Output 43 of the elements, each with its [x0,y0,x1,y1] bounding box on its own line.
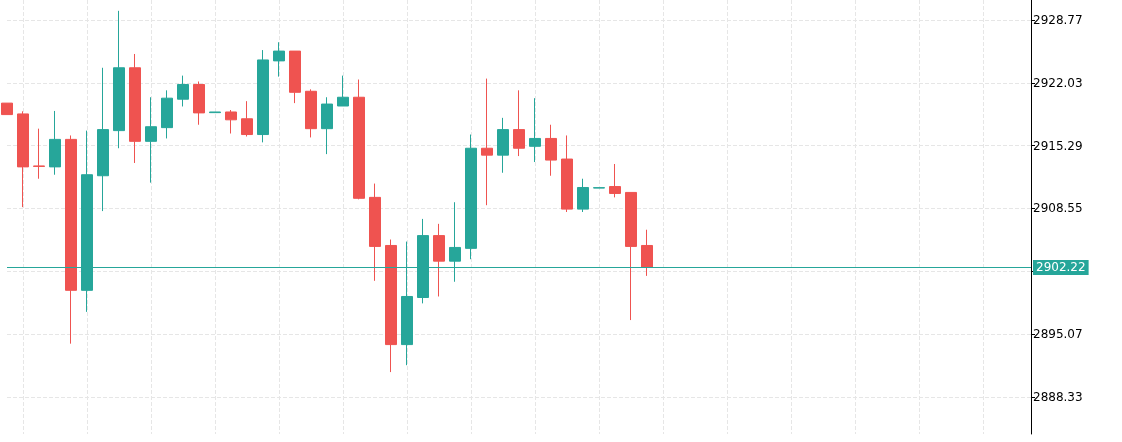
candlestick [529,97,541,163]
candlestick [385,239,397,373]
y-tick-label: 2888.33 [1033,389,1083,404]
candlestick [129,53,141,164]
y-tick-label: 2908.55 [1033,201,1083,216]
candlestick [497,117,509,174]
y-tick-label: 2895.07 [1033,327,1083,342]
candlestick [545,124,557,177]
candlestick [289,50,301,104]
candlestick [17,110,29,208]
candlestick [561,134,573,213]
candlestick [625,191,637,321]
y-tick-label: 2922.03 [1033,75,1083,90]
candlestick [641,229,653,277]
candlestick [353,79,365,200]
candlestick [49,110,61,176]
candlestick [225,109,237,135]
candlestick [177,75,189,107]
candlestick [161,89,173,139]
candlestick [241,100,253,137]
candlestick [257,49,269,143]
candlestick [513,89,525,157]
candlestick [305,88,317,138]
candlestick [1,102,13,116]
candlestick [33,128,45,180]
candlestick [209,111,221,114]
candlestick [465,134,477,260]
candlestick [321,96,333,155]
candlestick [433,223,445,297]
candlestick [609,163,621,198]
ref-line-label: 2902.22 [1036,260,1086,275]
candlestick [145,96,157,184]
candlestick [65,134,77,345]
candlestick [273,41,285,78]
candlestick [337,75,349,107]
y-tick-label: 2915.29 [1033,138,1083,153]
candlestick [577,178,589,213]
candlestick [113,10,125,149]
candlestick [97,67,109,212]
candlestick [193,80,205,126]
y-tick-label: 2928.77 [1033,12,1083,27]
candlestick [369,183,381,282]
candlestick [481,78,493,206]
